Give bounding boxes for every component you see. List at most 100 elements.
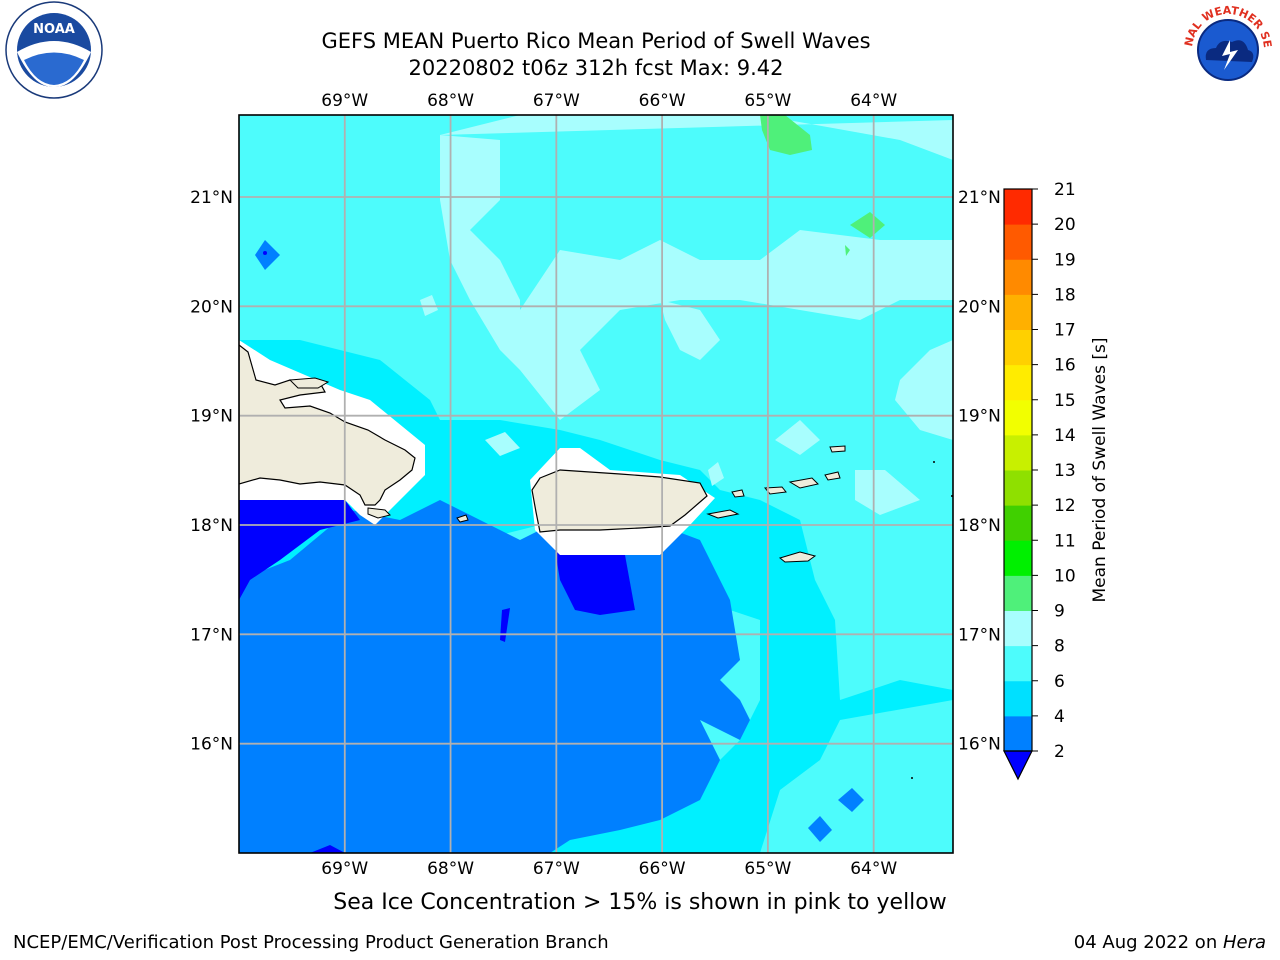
lon-tick-top-2: 67°W [533,91,580,111]
colorbar-tick-label-0: 2 [1054,742,1065,762]
colorbar-segment-15 [1004,189,1032,225]
lat-tick-left-2: 19°N [190,407,233,427]
colorbar-segment-9 [1004,399,1032,436]
lon-tick-top-1: 68°W [427,91,474,111]
colorbar-tick-label-3: 8 [1054,637,1065,657]
colorbar-tick-label-16: 21 [1054,180,1076,200]
colorbar-tick-label-4: 9 [1054,602,1065,622]
colorbar-segment-3 [1004,610,1032,647]
lat-tick-right-0: 21°N [958,188,1001,208]
field-lt2-dot [263,251,267,255]
lon-tick-bottom-5: 64°W [850,859,897,879]
sea-ice-note: Sea Ice Concentration > 15% is shown in … [333,890,947,915]
lat-tick-right-5: 16°N [958,735,1001,755]
colorbar-tick-label-7: 12 [1054,496,1076,516]
colorbar-segment-0 [1004,715,1032,752]
field-lt2-d [310,845,345,853]
noaa-logo: NOAA [4,0,104,100]
lat-tick-right-2: 19°N [958,407,1001,427]
colorbar-tick-label-8: 13 [1054,461,1076,481]
field-9-10 [760,115,812,155]
colorbar-tick-label-12: 17 [1054,321,1076,341]
colorbar: 2 4 6 8 9 10 11 12 13 14 15 16 17 18 19 20 21 [1003,180,1076,781]
colorbar-tick-label-2: 6 [1054,672,1065,692]
colorbar-segment-7 [1004,470,1032,506]
haiti-north-isle [288,377,330,389]
saona-island [367,507,391,519]
colorbar-segment-8 [1004,434,1032,471]
colorbar-tick-label-11: 16 [1054,356,1076,376]
map-title-line1: GEFS MEAN Puerto Rico Mean Period of Swe… [321,29,871,53]
swell-period-field [239,115,953,853]
lat-tick-right-3: 18°N [958,516,1001,536]
colorbar-segment-6 [1004,505,1032,541]
colorbar-segment-14 [1004,224,1032,260]
colorbar-under-arrow [1003,750,1033,781]
colorbar-tick-label-15: 20 [1054,215,1076,235]
colorbar-tick-label-1: 4 [1054,707,1065,727]
colorbar-tick-label-13: 18 [1054,285,1076,305]
field-2-4-patch2 [838,788,864,812]
lat-tick-right-4: 17°N [958,625,1001,645]
lon-tick-bottom-4: 65°W [744,859,791,879]
nws-logo: NATIONAL WEATHER SERVICE [1173,0,1278,100]
footer-machine: Hera [1222,932,1266,953]
colorbar-tick-label-5: 10 [1054,566,1076,586]
virgin-islands-3 [824,471,841,481]
svg-text:NOAA: NOAA [33,22,75,37]
tiny-island [933,461,935,463]
lon-tick-top-5: 64°W [850,91,897,111]
vieques-island [706,509,740,519]
map-frame [238,114,954,854]
virgin-islands-2 [788,477,819,489]
colorbar-segment-11 [1004,329,1032,366]
colorbar-tick-label-14: 19 [1054,250,1076,270]
field-8-9-f [855,470,920,515]
map-gridlines [239,115,953,853]
lat-tick-left-1: 20°N [190,297,233,317]
colorbar-segment-5 [1004,540,1032,576]
lat-tick-left-4: 17°N [190,625,233,645]
st-croix-island [778,551,817,563]
puerto-rico-land [531,469,708,533]
colorbar-segment-4 [1004,575,1032,611]
map-title-line2: 20220802 t06z 312h fcst Max: 9.42 [408,56,784,80]
colorbar-segment-13 [1004,259,1032,295]
lon-tick-labels-top: 69°W 68°W 67°W 66°W 65°W 64°W [321,91,897,111]
field-2-4-patch [808,816,832,842]
lon-tick-bottom-0: 69°W [321,859,368,879]
lat-tick-labels-left: 21°N 20°N 19°N 18°N 17°N 16°N [190,188,233,755]
footer-date: 04 Aug 2022 on Hera [1074,932,1266,953]
lat-tick-right-1: 20°N [958,297,1001,317]
lat-tick-labels-right: 21°N 20°N 19°N 18°N 17°N 16°N [958,188,1001,755]
anegada-island [829,445,846,453]
lon-tick-bottom-1: 68°W [427,859,474,879]
field-8-9-b [440,135,520,370]
field-8-9-e [775,420,820,455]
field-8-9-h [708,462,724,486]
field-8-9 [440,115,953,420]
footer-date-text: 04 Aug 2022 on [1073,932,1223,953]
lat-tick-left-3: 18°N [190,516,233,536]
field-2-4-patch3 [255,240,280,270]
colorbar-tick-label-9: 14 [1054,426,1076,446]
field-8-9-c [660,300,720,360]
field-9-10-c [845,245,850,256]
lat-tick-left-5: 16°N [190,735,233,755]
lon-tick-bottom-3: 66°W [639,859,686,879]
footer-branch: NCEP/EMC/Verification Post Processing Pr… [13,932,609,953]
tiny-island-3 [911,777,913,779]
colorbar-segment-2 [1004,645,1032,682]
field-lt2-b [555,550,635,615]
field-9-10-b [850,212,885,238]
lon-tick-bottom-2: 67°W [533,859,580,879]
lat-tick-left-0: 21°N [190,188,233,208]
colorbar-tick-label-10: 15 [1054,391,1076,411]
field-6-8-patch2 [760,700,953,853]
colorbar-label: Mean Period of Swell Waves [s] [1090,338,1110,603]
lon-tick-top-0: 69°W [321,91,368,111]
lon-tick-labels-bottom: 69°W 68°W 67°W 66°W 65°W 64°W [321,859,897,879]
mona-island [456,514,469,523]
colorbar-segment-12 [1004,294,1032,330]
